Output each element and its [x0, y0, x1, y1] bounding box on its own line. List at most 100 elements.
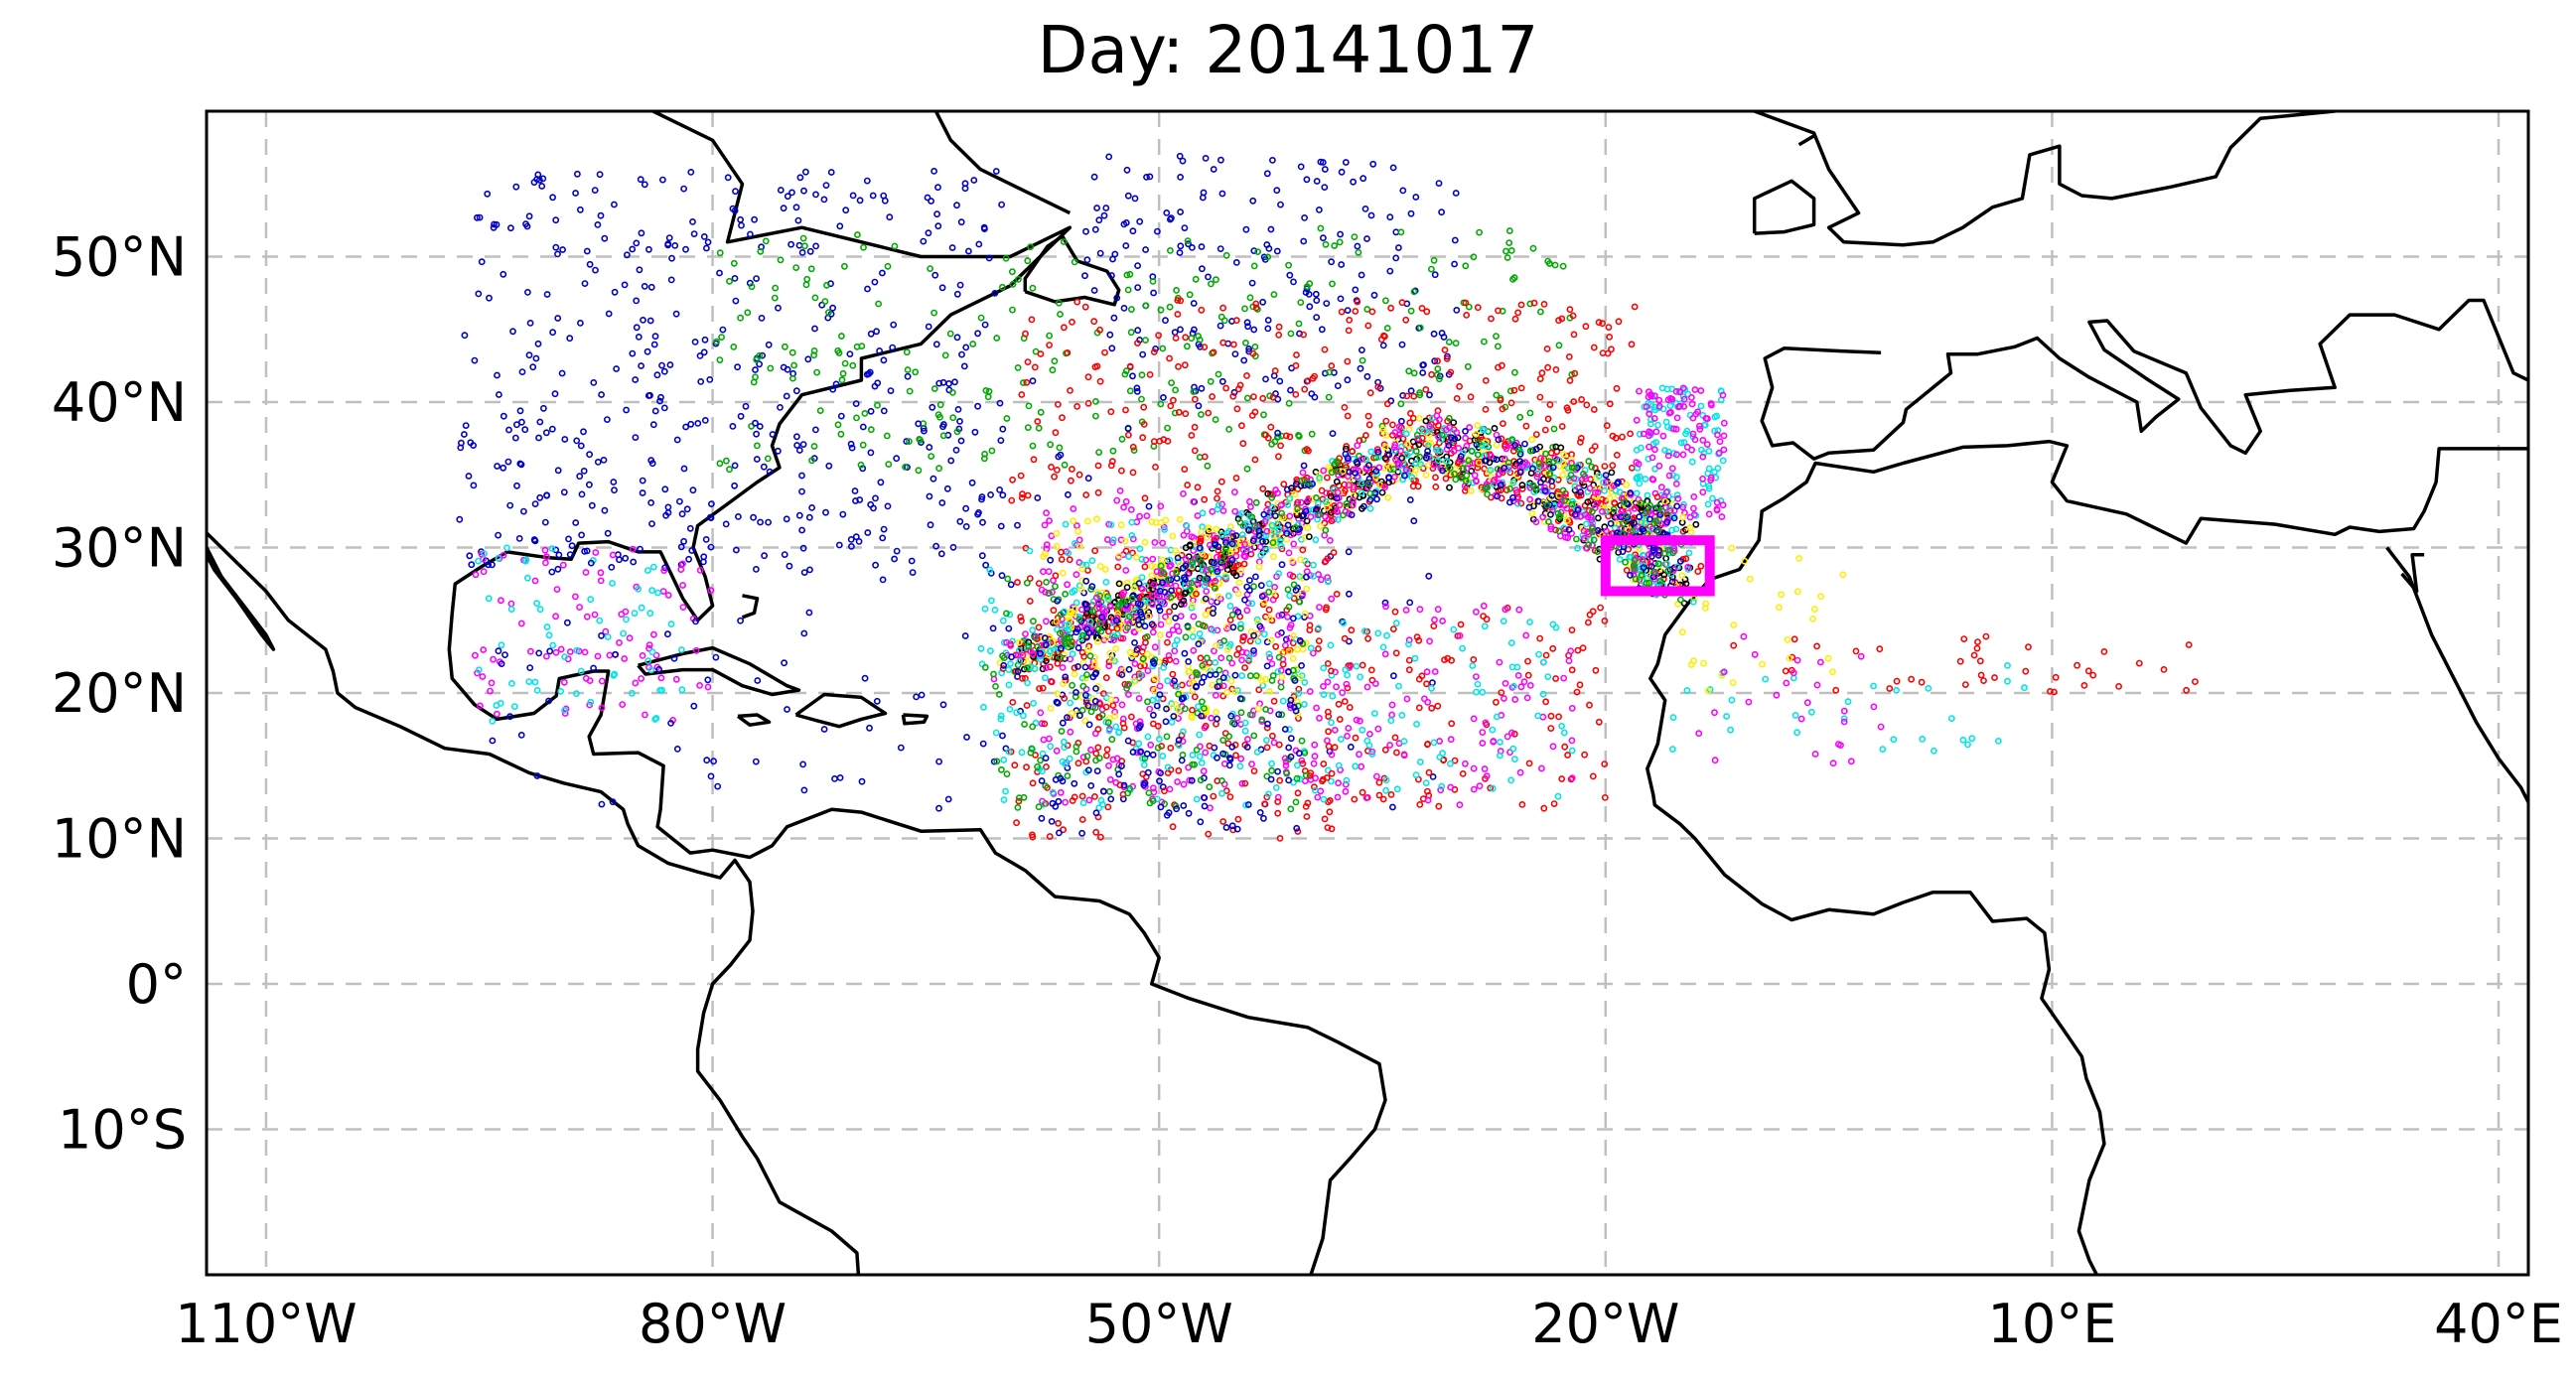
particle-point [780, 363, 787, 371]
particle-point [1368, 751, 1376, 758]
particle-point [1217, 156, 1224, 164]
particle-point [1190, 388, 1198, 395]
particle-point [1411, 654, 1419, 662]
particle-point [553, 586, 561, 593]
particle-point [1691, 386, 1699, 393]
particle-point [1493, 391, 1501, 399]
particle-point [1184, 237, 1192, 244]
particle-point [1196, 753, 1204, 760]
particle-point [1258, 593, 1266, 600]
particle-point [1157, 306, 1165, 314]
particle-point [999, 283, 1006, 291]
particle-point [957, 437, 965, 445]
particle-point [1025, 638, 1033, 646]
particle-point [1265, 790, 1272, 798]
particle-point [1323, 300, 1331, 307]
particle-point [539, 175, 547, 183]
particle-point [1047, 705, 1055, 712]
particle-point [877, 479, 885, 486]
particle-point [1437, 786, 1445, 794]
particle-point [1415, 636, 1423, 644]
particle-point [1171, 603, 1179, 611]
particle-point [509, 328, 516, 336]
particle-point [1338, 736, 1345, 743]
particle-point [1547, 712, 1555, 720]
particle-point [641, 181, 648, 189]
particle-point [518, 368, 526, 375]
particle-point [548, 568, 556, 576]
particle-point [1201, 794, 1209, 801]
particle-point [1165, 630, 1173, 638]
particle-point [1156, 777, 1163, 785]
particle-point [1242, 225, 1250, 233]
particle-point [1110, 314, 1118, 322]
particle-point [1314, 793, 1322, 801]
particle-point [1568, 626, 1576, 633]
particle-point [591, 187, 599, 194]
particle-point [1381, 443, 1389, 451]
particle-point [1156, 607, 1164, 615]
particle-point [1114, 563, 1122, 571]
particle-point [495, 391, 502, 398]
particle-point [1306, 303, 1314, 311]
particle-point [997, 437, 1005, 444]
particle-point [1201, 453, 1209, 461]
particle-point [1153, 568, 1161, 576]
particle-point [1539, 690, 1547, 698]
particle-point [1237, 509, 1245, 517]
particle-point [1683, 443, 1691, 451]
particle-point [660, 404, 668, 412]
particle-point [1425, 768, 1433, 776]
particle-point [798, 472, 805, 480]
particle-point [475, 666, 483, 674]
particle-point [522, 220, 529, 228]
particle-point [1436, 447, 1444, 455]
particle-point [1179, 752, 1187, 759]
particle-point [890, 321, 898, 329]
particle-point [1284, 501, 1292, 508]
particle-point [1623, 567, 1631, 574]
particle-point [1282, 432, 1290, 440]
particle-point [1023, 378, 1031, 386]
particle-point [1184, 482, 1192, 488]
particle-point [1079, 682, 1087, 690]
particle-point [1091, 793, 1098, 800]
particle-point [1464, 362, 1472, 370]
particle-point [1141, 494, 1149, 502]
particle-point [1053, 644, 1061, 651]
particle-point [1544, 415, 1552, 423]
particle-point [1247, 546, 1254, 553]
particle-point [1495, 471, 1503, 479]
particle-point [1599, 507, 1606, 515]
particle-point [609, 798, 617, 806]
particle-point [1237, 624, 1244, 632]
particle-point [956, 281, 964, 289]
particle-point [1378, 422, 1386, 430]
particle-point [1795, 555, 1802, 562]
particle-point [704, 238, 712, 246]
particle-point [1331, 744, 1339, 752]
particle-point [1096, 700, 1104, 708]
particle-point [1175, 627, 1183, 635]
particle-point [1505, 239, 1513, 246]
particle-point [1547, 525, 1555, 533]
particle-point [1367, 666, 1375, 674]
particle-point [1113, 496, 1121, 504]
particle-point [1198, 528, 1205, 536]
particle-point [1018, 749, 1026, 757]
particle-point [1400, 738, 1408, 745]
particle-point [1839, 571, 1847, 579]
particle-point [1106, 787, 1113, 795]
particle-point [1082, 691, 1089, 699]
particle-point [700, 558, 707, 566]
particle-point [1470, 785, 1478, 793]
particle-point [803, 275, 811, 283]
particle-point [1405, 666, 1413, 674]
particle-point [1053, 618, 1061, 625]
particle-point [1084, 475, 1092, 483]
particle-point [1099, 801, 1106, 808]
particle-point [1050, 607, 1058, 615]
particle-point [650, 630, 657, 638]
particle-point [533, 687, 541, 694]
particle-point [1683, 687, 1691, 694]
